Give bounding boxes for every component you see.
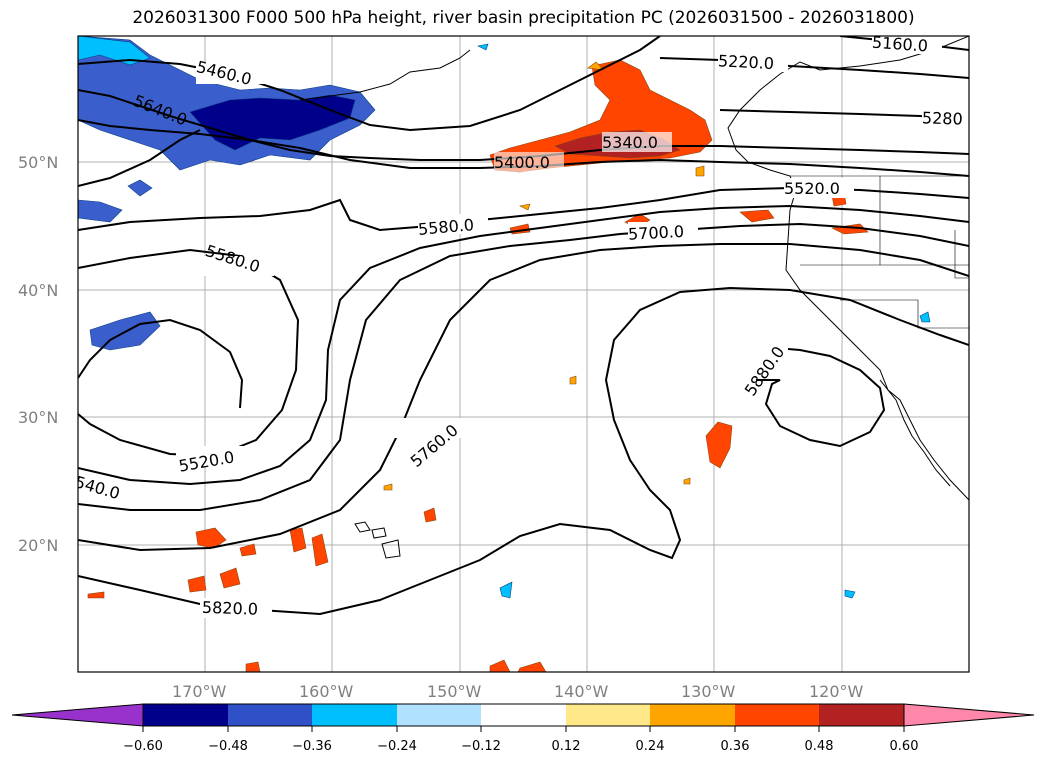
hawaii-coast [354, 521, 401, 559]
positive-region-dot4 [695, 165, 705, 177]
colorbar-segment-9 [819, 704, 904, 726]
lat-label-50: 50°N [18, 153, 58, 172]
positive-region-off-coast [705, 421, 733, 469]
colorbar-tick-4: −0.24 [377, 739, 417, 754]
negative-region-small1 [499, 581, 513, 599]
positive-region-south5 [489, 659, 511, 672]
positive-region-south1 [187, 575, 207, 593]
baja-coast [879, 379, 951, 487]
colorbar-tick-2: −0.48 [208, 739, 248, 754]
map-title: 2026031300 F000 500 hPa height, river ba… [132, 8, 915, 28]
contour-5400 [78, 119, 969, 177]
contour-5640b [78, 204, 969, 486]
colorbar-tick-5: −0.12 [461, 739, 501, 754]
coastlines [299, 36, 969, 559]
colorbar-extend-left [11, 703, 144, 727]
colorbar: −0.60 −0.48 −0.36 −0.24 −0.12 0.12 0.24 … [11, 703, 1035, 754]
negative-region-islet [127, 179, 153, 197]
lon-label-150: 150°W [427, 682, 482, 701]
lon-label-160: 160°W [299, 682, 354, 701]
contour-5520a [78, 129, 201, 187]
contour-label-5220: 5220.0 [718, 51, 775, 73]
lat-label-20: 20°N [18, 536, 58, 555]
contour-5760 [78, 243, 969, 552]
lon-label-170: 170°W [172, 682, 227, 701]
latitude-labels: 50°N 40°N 30°N 20°N [18, 153, 58, 555]
aleutian-coast [299, 49, 471, 101]
negative-region-small2 [844, 589, 856, 599]
contour-label-5160: 5160.0 [871, 33, 928, 56]
negative-precip-regions [78, 36, 931, 599]
colorbar-segment-2 [228, 704, 312, 726]
contour-label-5400: 5400.0 [494, 153, 550, 172]
positive-region-nw-outline [587, 61, 605, 71]
colorbar-extend-right [903, 703, 1035, 727]
colorbar-tick-10: 0.60 [890, 739, 919, 754]
positive-region-oregon [739, 209, 775, 223]
contour-5640a [78, 89, 969, 161]
lat-label-30: 30°N [18, 408, 58, 427]
contour-label-5520a: 5520.0 [784, 179, 840, 198]
contour-5520b [78, 318, 244, 409]
lon-label-130: 130°W [681, 682, 736, 701]
positive-region-mid3 [519, 203, 531, 211]
negative-region-bay [78, 199, 123, 223]
colorbar-tick-7: 0.24 [636, 739, 665, 754]
contour-label-5340: 5340.0 [602, 133, 658, 152]
borders [790, 175, 969, 329]
contour-label-5700: 5700.0 [628, 222, 685, 244]
colorbar-segment-3 [312, 704, 397, 726]
positive-region-south6 [517, 661, 547, 672]
positive-region-hawaii4 [239, 543, 257, 557]
positive-region-south7 [245, 661, 261, 672]
positive-region-dot1 [569, 375, 577, 385]
positive-region-dot3 [683, 477, 691, 485]
lon-label-140: 140°W [554, 682, 609, 701]
colorbar-segment-4 [397, 704, 481, 726]
longitude-labels: 170°W 160°W 150°W 140°W 130°W 120°W [172, 682, 864, 701]
positive-region-south2 [219, 567, 241, 589]
contour-5580a [78, 248, 300, 458]
lat-label-40: 40°N [18, 281, 58, 300]
contour-5220 [659, 57, 969, 79]
colorbar-segment-5 [481, 704, 566, 726]
positive-region-hawaii2 [289, 527, 307, 553]
contour-label-5280: 5280 [922, 108, 963, 128]
colorbar-segment-8 [735, 704, 819, 726]
colorbar-tick-1: −0.60 [123, 739, 163, 754]
lon-label-120: 120°W [809, 682, 864, 701]
contour-label-5820: 5820.0 [202, 598, 259, 619]
positive-region-south4 [423, 507, 437, 523]
colorbar-tick-8: 0.36 [721, 739, 750, 754]
contour-5820 [78, 286, 969, 616]
positive-region-hawaii3 [311, 533, 329, 567]
north-america-coast [727, 36, 969, 501]
map-frame [77, 35, 970, 673]
positive-region-south3 [87, 591, 105, 599]
colorbar-tick-6: 0.12 [552, 739, 581, 754]
positive-region-cal1 [831, 223, 869, 235]
positive-region-dot2 [383, 483, 393, 491]
contour-5700 [78, 222, 969, 511]
contour-5460 [78, 36, 661, 132]
contour-5880 [756, 347, 886, 448]
positive-region-hawaii1 [195, 527, 227, 549]
colorbar-segment-7 [650, 704, 735, 726]
colorbar-segment-6 [566, 704, 650, 726]
contour-label-5580a: 5580.0 [417, 215, 474, 239]
colorbar-segment-1 [143, 704, 228, 726]
negative-region-northwest-edge [78, 36, 151, 66]
colorbar-tick-9: 0.48 [805, 739, 834, 754]
negative-region-small3 [477, 43, 489, 51]
colorbar-tick-3: −0.36 [292, 739, 332, 754]
negative-region-small4 [919, 311, 931, 323]
